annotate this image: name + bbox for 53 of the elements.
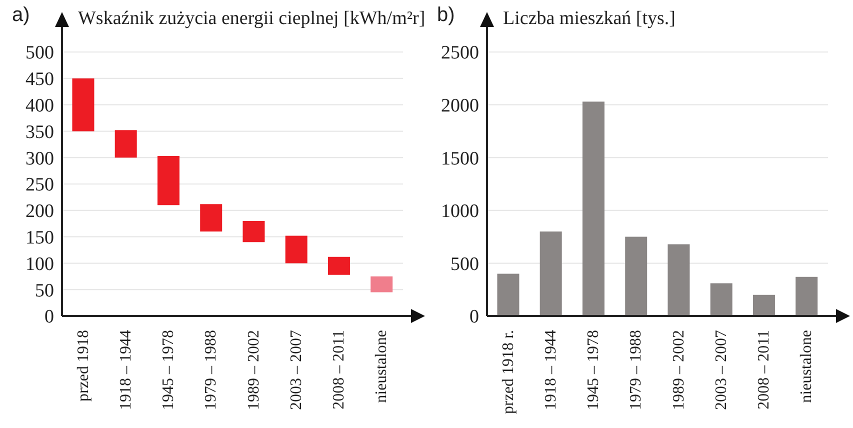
- y-axis-title: Liczba mieszkań [tys.]: [503, 8, 676, 30]
- y-tick-label: 50: [35, 280, 54, 302]
- bar: [710, 283, 732, 316]
- x-tick-label: nieustalone: [798, 330, 816, 403]
- y-tick-label: 450: [26, 69, 54, 90]
- y-tick-label: 200: [26, 201, 54, 222]
- y-tick-label: 150: [26, 228, 54, 249]
- bar: [157, 156, 180, 206]
- bar: [200, 204, 222, 232]
- bar: [328, 256, 350, 275]
- bar: [497, 274, 520, 316]
- x-tick-label: 2008 – 2011: [756, 330, 773, 410]
- x-tick-label: przed 1918: [74, 330, 92, 402]
- y-tick-label: 0: [470, 306, 479, 328]
- y-tick-label: 1500: [441, 148, 479, 170]
- x-tick-label: 1945 – 1978: [585, 330, 602, 410]
- bar: [72, 78, 94, 132]
- y-axis-title: Wskaźnik zużycia energii cieplnej [kWh/m²r]: [78, 8, 426, 30]
- bar: [582, 102, 604, 316]
- x-tick-label: 1918 – 1944: [117, 330, 134, 410]
- x-tick-label: 1918 – 1944: [542, 330, 560, 410]
- y-tick-label: 100: [26, 254, 54, 275]
- text: b): [437, 4, 455, 27]
- x-tick-label: 2008 – 2011: [330, 330, 348, 410]
- x-tick-label: 1979 – 1988: [628, 330, 645, 410]
- y-tick-label: 0: [44, 306, 54, 328]
- y-tick-label: 2500: [441, 42, 479, 64]
- x-tick-label: 1945 – 1978: [160, 330, 178, 410]
- x-tick-label: 1979 – 1988: [202, 330, 220, 410]
- y-tick-label: 1000: [441, 201, 479, 222]
- y-tick-label: 250: [26, 174, 54, 196]
- x-tick-label: nieustalone: [373, 330, 390, 403]
- x-tick-label: 1989 – 2002: [245, 330, 262, 410]
- x-tick-label: przed 1918 r.: [500, 330, 517, 414]
- bar: [668, 244, 690, 316]
- y-tick-label: 500: [26, 42, 54, 64]
- bar: [370, 276, 393, 292]
- bar: [540, 232, 562, 316]
- bar: [796, 276, 818, 316]
- y-tick-label: 2000: [441, 96, 479, 117]
- y-tick-label: 500: [450, 254, 479, 275]
- x-tick-label: 2003 – 2007: [712, 330, 730, 410]
- bar: [285, 236, 308, 264]
- y-tick-label: 350: [26, 122, 54, 143]
- bar: [242, 220, 265, 242]
- y-tick-label: 300: [26, 148, 54, 170]
- bar: [114, 130, 137, 158]
- x-tick-label: 1989 – 2002: [670, 330, 688, 410]
- x-tick-label: 2003 – 2007: [288, 330, 305, 410]
- y-tick-label: 400: [26, 96, 54, 117]
- text: a): [12, 4, 30, 27]
- bar: [625, 236, 648, 316]
- bar: [752, 294, 775, 316]
